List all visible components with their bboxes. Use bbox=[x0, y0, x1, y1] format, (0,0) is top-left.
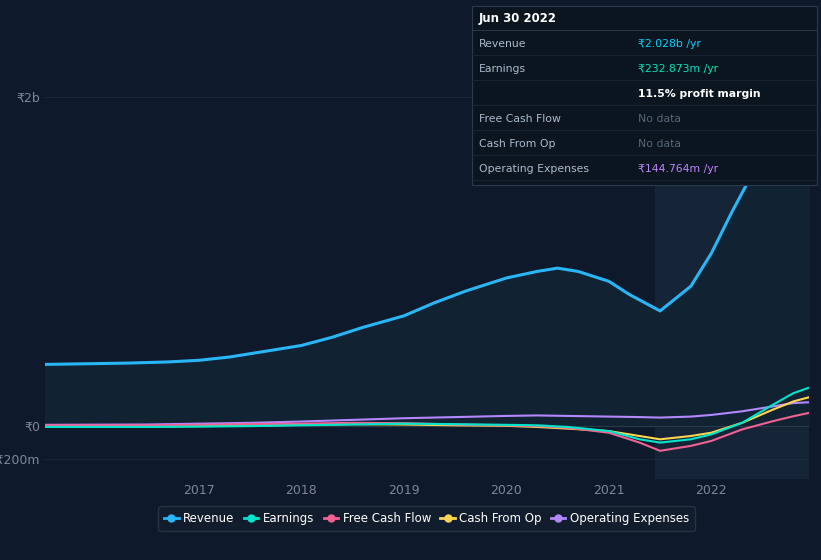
Text: No data: No data bbox=[638, 114, 681, 124]
Text: Earnings: Earnings bbox=[479, 64, 525, 74]
Text: Revenue: Revenue bbox=[479, 39, 526, 49]
Legend: Revenue, Earnings, Free Cash Flow, Cash From Op, Operating Expenses: Revenue, Earnings, Free Cash Flow, Cash … bbox=[158, 506, 695, 531]
Text: Cash From Op: Cash From Op bbox=[479, 139, 555, 149]
Text: ₹232.873m /yr: ₹232.873m /yr bbox=[638, 64, 718, 74]
Text: Jun 30 2022: Jun 30 2022 bbox=[479, 12, 557, 25]
Text: ₹2.028b /yr: ₹2.028b /yr bbox=[638, 39, 700, 49]
Text: Free Cash Flow: Free Cash Flow bbox=[479, 114, 561, 124]
Text: Operating Expenses: Operating Expenses bbox=[479, 164, 589, 174]
Text: ₹144.764m /yr: ₹144.764m /yr bbox=[638, 164, 718, 174]
Bar bbox=[655, 48, 809, 479]
Text: No data: No data bbox=[638, 139, 681, 149]
Text: 11.5% profit margin: 11.5% profit margin bbox=[638, 89, 760, 99]
